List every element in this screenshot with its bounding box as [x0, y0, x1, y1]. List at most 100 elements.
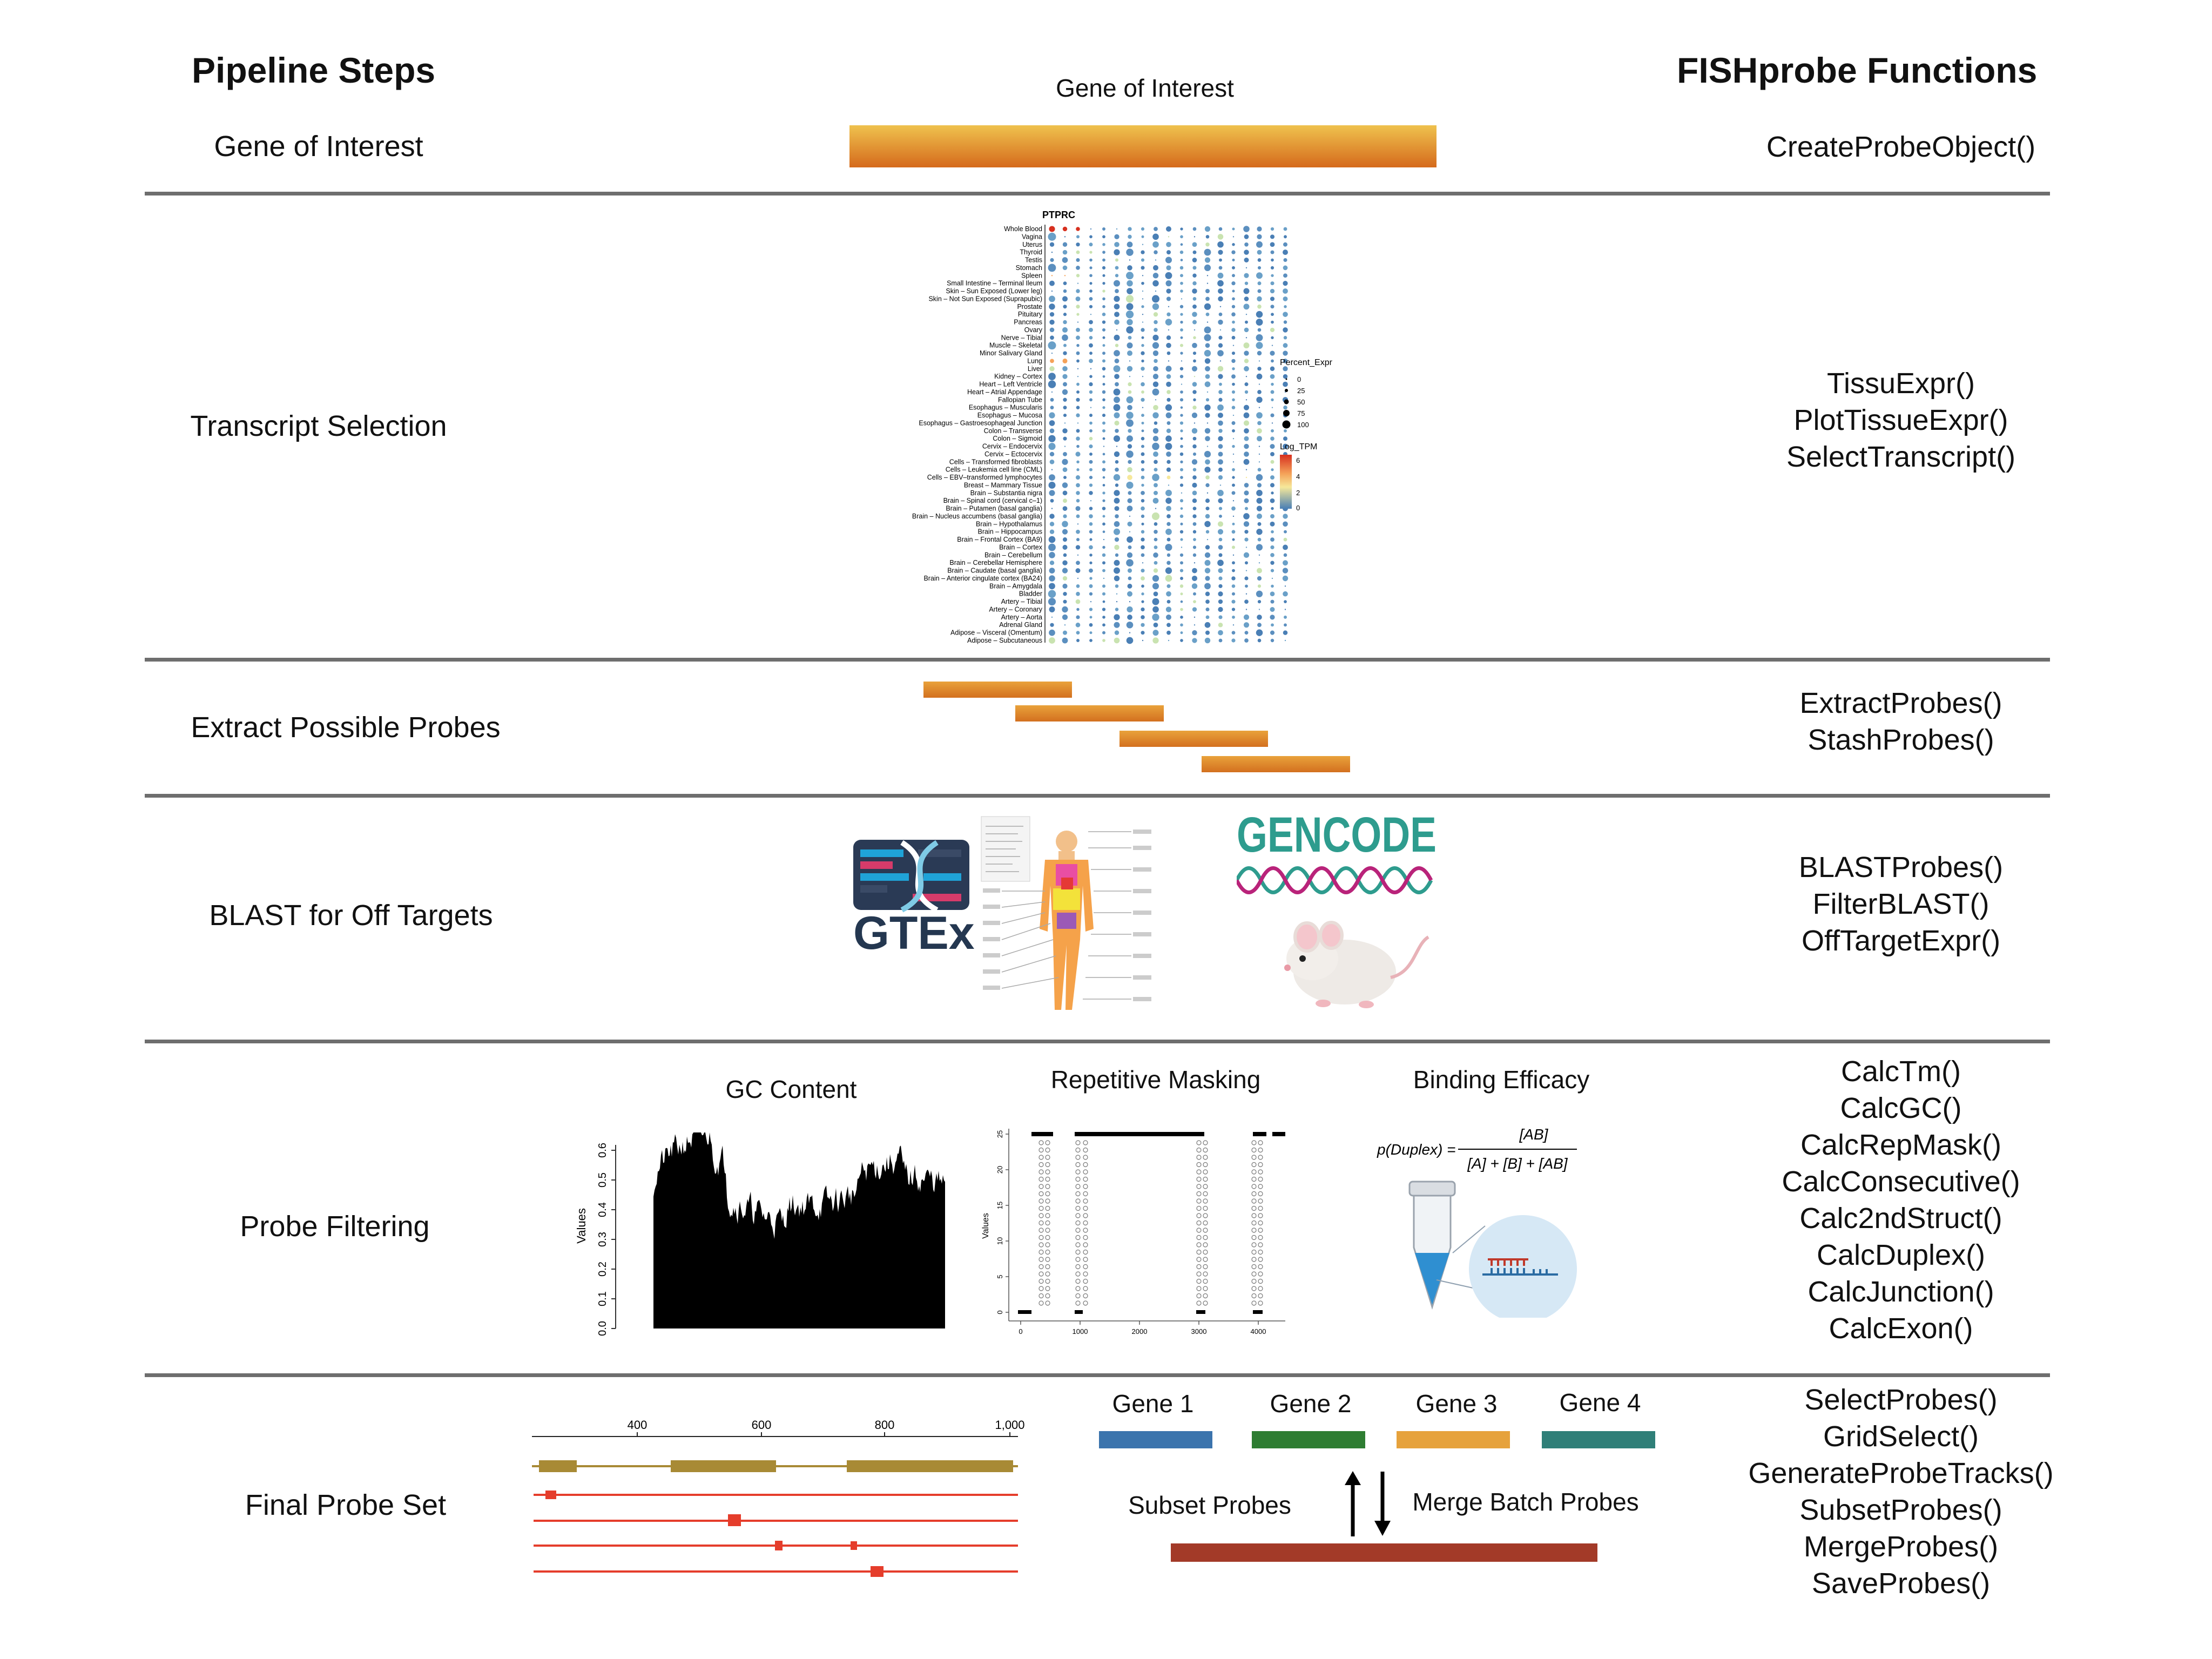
- tissue-dot: [1076, 561, 1080, 565]
- tissue-dot: [1076, 258, 1080, 262]
- tissue-dot: [1076, 514, 1080, 518]
- rep-point: [1075, 1257, 1081, 1262]
- tissue-dot: [1076, 483, 1080, 488]
- tissue-dot: [1062, 257, 1068, 263]
- tissue-dot: [1129, 515, 1131, 517]
- tissue-dot: [1063, 436, 1067, 441]
- tissue-dot: [1192, 475, 1197, 480]
- tissue-dot: [1271, 623, 1274, 627]
- tissue-dot: [1180, 289, 1183, 293]
- tissue-dot: [1051, 616, 1053, 618]
- tissue-dot: [1205, 436, 1210, 441]
- rep-point: [1196, 1264, 1202, 1270]
- tissue-dot: [1127, 404, 1132, 410]
- tissue-dot: [1090, 228, 1092, 230]
- tissue-dot: [1204, 349, 1211, 357]
- tissue-dot: [1232, 398, 1235, 402]
- tissue-dot: [1192, 514, 1197, 518]
- tissue-label: Skin – Sun Exposed (Lower leg): [946, 287, 1042, 295]
- function-name: FilterBLAST(): [1812, 888, 1990, 920]
- tissue-dot: [1049, 327, 1055, 333]
- subset-probes-label: Subset Probes: [1128, 1491, 1291, 1519]
- rep-point: [1038, 1169, 1044, 1175]
- tissue-dot: [1077, 375, 1079, 377]
- tissue-dot: [1166, 460, 1171, 464]
- tissue-dot: [1076, 591, 1080, 596]
- rep-point: [1251, 1286, 1257, 1291]
- tissue-dot: [1141, 600, 1144, 603]
- tissue-dot: [1257, 584, 1262, 588]
- tissue-dot: [1257, 436, 1262, 442]
- rep-point: [1203, 1220, 1208, 1226]
- tissue-dot: [1270, 498, 1275, 503]
- function-name: SaveProbes(): [1811, 1567, 1991, 1600]
- tissue-dot: [1114, 359, 1120, 363]
- tissue-dot: [1283, 405, 1287, 410]
- tissue-dot: [1075, 506, 1081, 511]
- tissue-dot: [1127, 498, 1132, 503]
- tissue-dot: [1048, 435, 1056, 442]
- tissue-dot: [1180, 476, 1183, 479]
- tissue-dot: [1257, 281, 1262, 286]
- tissue-dot: [1245, 476, 1247, 478]
- tissue-dot: [1102, 639, 1105, 642]
- rep-point: [1083, 1169, 1088, 1175]
- tissue-label: Cells – Leukemia cell line (CML): [946, 466, 1042, 474]
- rep-point: [1203, 1264, 1208, 1270]
- tissue-dot: [1063, 343, 1067, 347]
- rep-point: [1251, 1198, 1257, 1204]
- gencode-label: GENCODE: [1237, 813, 1437, 862]
- tissue-dot: [1231, 545, 1236, 549]
- tissue-dot: [1115, 289, 1119, 293]
- tissue-dot: [1102, 242, 1105, 246]
- tissue-dot: [1232, 243, 1235, 246]
- tissue-dot: [1076, 460, 1080, 464]
- tissue-dot: [1127, 536, 1133, 543]
- tissue-dot: [1114, 241, 1120, 247]
- tissue-dot: [1270, 281, 1274, 286]
- tissue-dot: [1256, 334, 1263, 341]
- tissue-label: Nerve – Tibial: [1001, 334, 1042, 341]
- size-legend-dot: [1283, 410, 1290, 416]
- exon-3: [847, 1460, 1013, 1472]
- tissue-dot: [1270, 366, 1275, 372]
- size-legend-label: 75: [1297, 409, 1305, 417]
- rep-point: [1196, 1198, 1202, 1204]
- tissue-dot: [1126, 303, 1134, 311]
- gtex-logo: GTEx: [853, 840, 975, 959]
- functions-extract-probes: ExtractProbes() StashProbes(): [1642, 685, 2160, 758]
- rep-point: [1038, 1286, 1044, 1291]
- tissue-dot: [1152, 280, 1159, 287]
- tissue-label: Adipose – Visceral (Omentum): [950, 629, 1042, 637]
- tissue-dot: [1089, 274, 1092, 278]
- tissue-dot: [1155, 508, 1157, 509]
- tissue-dot: [1049, 490, 1055, 496]
- tissue-dot: [1205, 507, 1210, 511]
- tissue-dot: [1271, 530, 1274, 534]
- tissue-dot: [1283, 544, 1288, 550]
- tissue-dot: [1232, 367, 1235, 370]
- tissue-dot: [1192, 273, 1197, 278]
- tissue-dot: [1270, 553, 1274, 557]
- tissue-dot: [1231, 250, 1236, 254]
- tissue-dot: [1257, 328, 1262, 332]
- tissue-dot: [1205, 296, 1210, 301]
- rep-point: [1038, 1257, 1044, 1262]
- tissue-dot: [1076, 274, 1080, 278]
- tissue-label: Cells – EBV–transformed lymphocytes: [927, 474, 1042, 481]
- tissue-dot: [1127, 366, 1133, 372]
- function-name: PlotTissueExpr(): [1793, 404, 2008, 436]
- rep-point: [1258, 1176, 1263, 1182]
- tissue-dot: [1049, 552, 1055, 558]
- size-legend-dot: [1282, 420, 1291, 429]
- tissue-dot: [1231, 359, 1236, 363]
- tissue-dot: [1192, 444, 1197, 449]
- tissue-dot: [1062, 265, 1068, 271]
- tissue-dot: [1127, 606, 1133, 613]
- tissue-dot: [1270, 475, 1274, 480]
- tissue-dot: [1089, 242, 1093, 247]
- rep-point: [1258, 1228, 1263, 1233]
- divider-5: [145, 1373, 2050, 1377]
- tissue-label: Brain – Nucleus accumbens (basal ganglia…: [912, 512, 1042, 520]
- tissue-dot: [1192, 258, 1197, 262]
